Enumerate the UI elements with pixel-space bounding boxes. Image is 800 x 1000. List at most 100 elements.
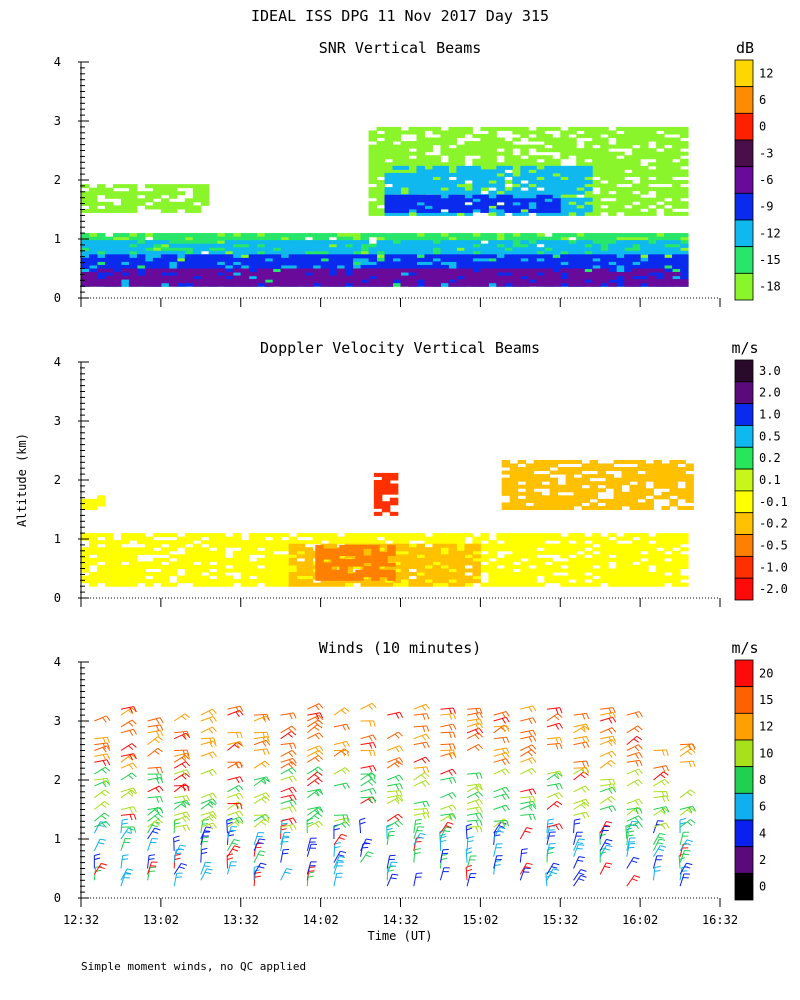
snr-cell (568, 261, 576, 265)
snr-cell (408, 130, 416, 134)
snr-cell (137, 240, 145, 244)
snr-cell (345, 251, 353, 255)
doppler-cell (257, 561, 265, 565)
snr-cell (377, 134, 385, 138)
snr-cell (97, 237, 105, 241)
snr-cell (560, 265, 568, 269)
snr-cell (105, 279, 113, 283)
snr-cell (273, 258, 281, 262)
snr-cell (249, 279, 257, 283)
snr-cell (369, 130, 377, 134)
snr-cell (353, 244, 361, 248)
doppler-cell (145, 565, 153, 569)
snr-cell (89, 247, 97, 251)
snr-cell (568, 127, 576, 131)
snr-cell (640, 279, 648, 283)
snr-cell (329, 247, 337, 251)
snr-cell (616, 247, 624, 251)
snr-cell (408, 279, 416, 283)
snr-cell (432, 247, 440, 251)
snr-cell (297, 254, 305, 258)
snr-cell (480, 173, 488, 177)
snr-cell (153, 258, 161, 262)
snr-cell (177, 272, 185, 276)
snr-cell (129, 240, 137, 244)
snr-cell (624, 166, 632, 170)
snr-cell (257, 247, 265, 251)
snr-cell (424, 202, 432, 206)
snr-cell (408, 205, 416, 209)
doppler-cell (233, 579, 241, 583)
snr-cell (265, 233, 273, 237)
doppler-cell (177, 558, 185, 562)
snr-cell (377, 184, 385, 188)
doppler-cell (129, 558, 137, 562)
snr-cell (472, 233, 480, 237)
snr-cell (544, 276, 552, 280)
snr-cell (536, 209, 544, 213)
snr-cell (528, 205, 536, 209)
snr-cell (552, 187, 560, 191)
snr-cell (185, 244, 193, 248)
snr-cell (393, 202, 401, 206)
snr-cell (528, 176, 536, 180)
snr-cell (393, 187, 401, 191)
snr-cell (624, 265, 632, 269)
doppler-cell (89, 572, 97, 576)
snr-cell (408, 237, 416, 241)
snr-cell (432, 173, 440, 177)
snr-cell (624, 247, 632, 251)
snr-cell (401, 184, 409, 188)
snr-cell (361, 233, 369, 237)
snr-cell (584, 272, 592, 276)
doppler-cell (169, 533, 177, 537)
snr-cell (512, 209, 520, 213)
snr-cell (432, 176, 440, 180)
snr-cell (504, 276, 512, 280)
snr-cell (432, 283, 440, 287)
snr-cell (616, 194, 624, 198)
snr-cell (584, 155, 592, 159)
snr-cell (536, 191, 544, 195)
snr-cell (113, 272, 121, 276)
snr-cell (640, 180, 648, 184)
snr-cell (624, 208, 632, 212)
snr-cell (137, 261, 145, 265)
snr-cell (576, 247, 584, 251)
snr-cell (656, 180, 664, 184)
snr-cell (424, 195, 432, 199)
doppler-cell (249, 540, 257, 544)
snr-cell (89, 251, 97, 255)
snr-cell (624, 159, 632, 163)
snr-cell (584, 184, 592, 188)
snr-cell (672, 279, 680, 283)
snr-cell (129, 205, 137, 209)
snr-cell (656, 166, 664, 170)
snr-cell (576, 180, 584, 184)
snr-cell (361, 272, 369, 276)
snr-cell (520, 162, 528, 166)
snr-cell (408, 240, 416, 244)
snr-cell (361, 258, 369, 262)
doppler-cell (265, 544, 273, 548)
snr-cell (241, 233, 249, 237)
doppler-cell (209, 544, 217, 548)
snr-cell (416, 240, 424, 244)
snr-cell (632, 169, 640, 173)
doppler-cell (273, 583, 281, 587)
snr-cell (193, 240, 201, 244)
snr-cell (129, 209, 137, 213)
snr-cell (305, 283, 313, 287)
snr-cell (129, 244, 137, 248)
snr-cell (680, 169, 688, 173)
doppler-cell (137, 576, 145, 580)
snr-cell (624, 276, 632, 280)
snr-cell (488, 269, 496, 273)
snr-cell (480, 166, 488, 170)
snr-cell (512, 254, 520, 258)
snr-cell (456, 283, 464, 287)
snr-cell (313, 240, 321, 244)
snr-cell (680, 180, 688, 184)
doppler-cell (201, 533, 209, 537)
doppler-cell (209, 554, 217, 558)
